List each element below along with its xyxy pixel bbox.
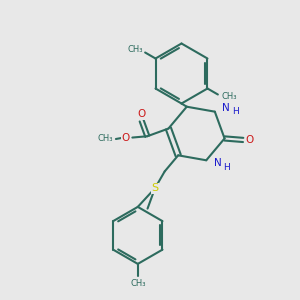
Text: O: O [246,135,254,145]
Text: CH₃: CH₃ [130,279,146,288]
Text: H: H [223,163,230,172]
Text: CH₃: CH₃ [221,92,236,101]
Text: CH₃: CH₃ [98,134,113,143]
Text: S: S [152,183,158,193]
Text: N: N [222,103,230,113]
Text: CH₃: CH₃ [128,45,143,54]
Text: O: O [137,109,146,119]
Text: N: N [214,158,221,168]
Text: H: H [232,107,238,116]
Text: O: O [122,133,130,142]
